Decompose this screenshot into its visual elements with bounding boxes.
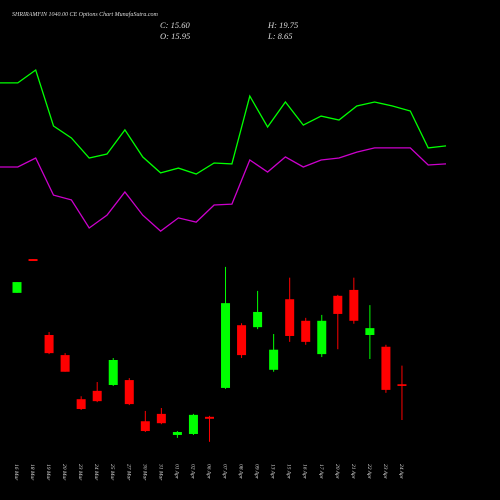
- ohlc-low: L: 8.65: [267, 31, 293, 41]
- candle-body: [253, 311, 263, 328]
- x-tick-label: 27 Mar: [125, 464, 131, 481]
- x-tick-label: 30 Mar: [141, 463, 147, 481]
- candle-body: [237, 325, 247, 356]
- candle-body: [365, 328, 375, 335]
- x-tick-label: 06 Apr: [205, 464, 211, 480]
- candle-body: [333, 295, 343, 314]
- candle-body: [108, 359, 118, 385]
- candle-body: [397, 384, 407, 386]
- candle-body: [44, 335, 54, 354]
- x-tick-label: 24 Mar: [93, 464, 100, 481]
- candle-body: [301, 320, 311, 342]
- ohlc-open: O: 15.95: [160, 31, 190, 41]
- candle-body: [188, 414, 198, 434]
- candle-body: [124, 380, 134, 405]
- x-tick-label: 22 Apr: [366, 464, 372, 480]
- x-tick-label: 23 Apr: [382, 464, 388, 480]
- x-tick-label: 07 Apr: [222, 464, 228, 480]
- candle-body: [221, 303, 231, 388]
- candle-body: [269, 349, 279, 370]
- candle-body: [317, 320, 327, 355]
- x-tick-label: 02 Apr: [189, 464, 195, 480]
- candle-body: [12, 282, 22, 293]
- ohlc-high: H: 19.75: [267, 20, 298, 30]
- x-tick-label: 19 Mar: [45, 464, 51, 481]
- x-tick-label: 13 Apr: [270, 464, 276, 480]
- x-tick-label: 20 Mar: [61, 464, 67, 481]
- x-tick-label: 18 Mar: [29, 464, 35, 481]
- x-tick-label: 17 Apr: [318, 464, 324, 480]
- x-tick-label: 16 Mar: [13, 464, 19, 481]
- x-tick-label: 15 Apr: [286, 464, 292, 480]
- candle-body: [381, 346, 391, 390]
- x-tick-label: 16 Apr: [302, 464, 308, 480]
- candle-body: [156, 413, 166, 424]
- candle-body: [204, 416, 214, 419]
- candle-body: [60, 355, 70, 372]
- candle-body: [28, 259, 38, 262]
- candle-body: [172, 432, 182, 435]
- x-tick-label: 01 Apr: [173, 464, 179, 480]
- candle-body: [92, 390, 102, 402]
- x-tick-label: 20 Apr: [334, 464, 340, 480]
- x-tick-label: 09 Apr: [254, 464, 260, 480]
- candle-body: [140, 421, 150, 432]
- ohlc-close: C: 15.60: [160, 20, 191, 30]
- x-tick-label: 31 Mar: [157, 463, 163, 481]
- overlay-line: [0, 68, 447, 175]
- x-tick-label: 21 Apr: [350, 464, 356, 480]
- overlay-line: [0, 147, 447, 232]
- candle-body: [285, 299, 295, 336]
- candle-body: [76, 399, 86, 409]
- x-tick-label: 24 Apr: [398, 464, 405, 480]
- x-tick-label: 25 Mar: [109, 464, 115, 481]
- x-tick-label: 23 Mar: [77, 464, 83, 481]
- candle-body: [349, 289, 359, 321]
- x-tick-label: 08 Apr: [238, 464, 244, 480]
- chart-title: SHRIRAMFIN 1040.00 CE Options Chart Muna…: [12, 11, 158, 18]
